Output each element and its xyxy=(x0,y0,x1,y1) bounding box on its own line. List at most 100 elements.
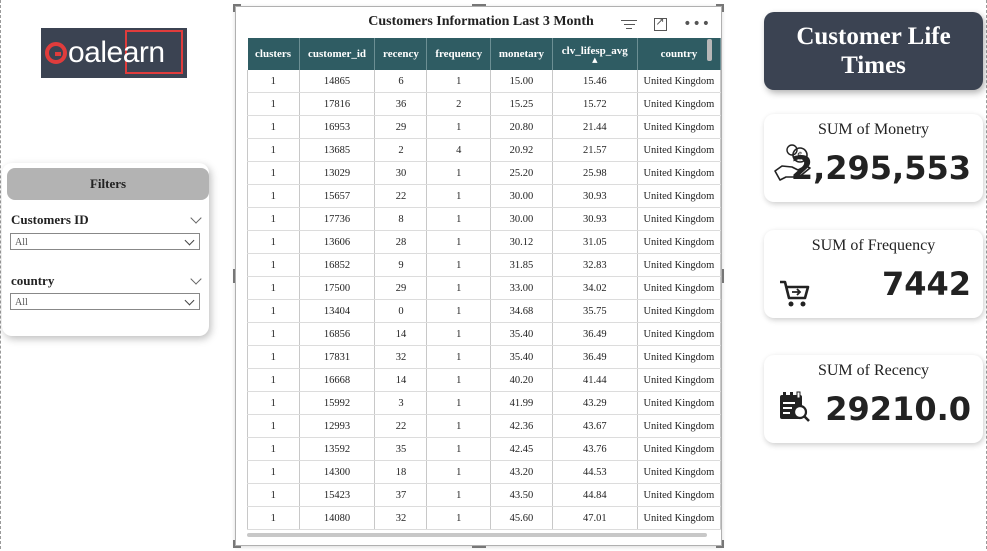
resize-handle[interactable] xyxy=(233,4,241,6)
table-row[interactable]: 1 16668 14 1 40.20 41.44 United Kingdom xyxy=(247,368,722,392)
table-cell: 32.83 xyxy=(552,253,638,277)
table-row[interactable]: 1 13685 2 4 20.92 21.57 United Kingdom xyxy=(247,138,722,162)
kpi-card-frequency[interactable]: SUM of Frequency 7442 xyxy=(764,230,983,318)
table-row[interactable]: 1 16856 14 1 35.40 36.49 United Kingdom xyxy=(247,322,722,346)
table-row[interactable]: 1 13592 35 1 42.45 43.76 United Kingdom xyxy=(247,437,722,461)
table-row[interactable]: 1 17736 8 1 30.00 30.93 United Kingdom xyxy=(247,207,722,231)
table-cell: United Kingdom xyxy=(637,138,722,162)
logo-frame xyxy=(125,30,183,74)
table-row[interactable]: 1 15657 22 1 30.00 30.93 United Kingdom xyxy=(247,184,722,208)
table-row[interactable]: 1 12993 22 1 42.36 43.67 United Kingdom xyxy=(247,414,722,438)
resize-handle[interactable] xyxy=(716,546,724,548)
table-cell: 3 xyxy=(374,391,428,415)
customers-table-visual[interactable]: Customers Information Last 3 Month ••• c… xyxy=(233,4,724,548)
table-cell: 17736 xyxy=(299,207,376,231)
table-row[interactable]: 1 14865 6 1 15.00 15.46 United Kingdom xyxy=(247,70,722,93)
table-cell: 42.45 xyxy=(490,437,553,461)
table-cell: 43.50 xyxy=(490,483,553,507)
vertical-scrollbar[interactable] xyxy=(707,39,712,61)
table-cell: 36 xyxy=(374,92,428,116)
logo-wordmark: oalearn xyxy=(68,36,165,69)
table-cell: 1 xyxy=(426,460,492,484)
table-row[interactable]: 1 16852 9 1 31.85 32.83 United Kingdom xyxy=(247,253,722,277)
table-cell: United Kingdom xyxy=(637,253,722,277)
table-cell: 1 xyxy=(426,161,492,185)
table-row[interactable]: 1 15992 3 1 41.99 43.29 United Kingdom xyxy=(247,391,722,415)
column-header[interactable]: frequency xyxy=(426,38,492,70)
chevron-down-icon xyxy=(184,235,195,246)
customers-table: clusters customer_id recency frequency m… xyxy=(247,38,722,530)
table-cell: 18 xyxy=(374,460,428,484)
column-header[interactable]: clv_lifesp_avg ▲ xyxy=(552,38,638,70)
table-cell: 1 xyxy=(426,276,492,300)
horizontal-scrollbar[interactable] xyxy=(247,533,707,537)
money-hand-icon: $ xyxy=(774,144,811,181)
table-row[interactable]: 1 13404 0 1 34.68 35.75 United Kingdom xyxy=(247,299,722,323)
table-row[interactable]: 1 17500 29 1 33.00 34.02 United Kingdom xyxy=(247,276,722,300)
table-row[interactable]: 1 15423 37 1 43.50 44.84 United Kingdom xyxy=(247,483,722,507)
resize-handle[interactable] xyxy=(722,540,724,548)
focus-mode-icon[interactable] xyxy=(654,15,668,31)
more-options-icon[interactable]: ••• xyxy=(683,16,711,32)
table-cell: 20.92 xyxy=(490,138,553,162)
logo-g-icon xyxy=(45,42,67,64)
table-row[interactable]: 1 13606 28 1 30.12 31.05 United Kingdom xyxy=(247,230,722,254)
resize-handle[interactable] xyxy=(233,546,241,548)
table-cell: 15992 xyxy=(299,391,376,415)
table-cell: 13606 xyxy=(299,230,376,254)
resize-handle[interactable] xyxy=(716,4,724,6)
kpi-value: 7442 xyxy=(881,265,971,303)
table-cell: 25.98 xyxy=(552,161,638,185)
table-cell: United Kingdom xyxy=(637,437,722,461)
column-header[interactable]: clusters xyxy=(247,38,300,70)
column-header[interactable]: recency xyxy=(374,38,428,70)
table-cell: 1 xyxy=(247,460,300,484)
table-cell: 1 xyxy=(247,299,300,323)
column-header[interactable]: country xyxy=(637,38,722,70)
kpi-label: SUM of Frequency xyxy=(811,237,936,254)
table-cell: 17500 xyxy=(299,276,376,300)
kpi-card-monetary[interactable]: SUM of Monetry $ 2,295,553 xyxy=(764,114,983,202)
table-cell: United Kingdom xyxy=(637,276,722,300)
table-cell: 1 xyxy=(247,414,300,438)
table-row[interactable]: 1 16953 29 1 20.80 21.44 United Kingdom xyxy=(247,115,722,139)
table-row[interactable]: 1 13029 30 1 25.20 25.98 United Kingdom xyxy=(247,161,722,185)
table-cell: 22 xyxy=(374,184,428,208)
kpi-card-recency[interactable]: SUM of Recency 29210.0 xyxy=(764,355,983,443)
table-row[interactable]: 1 14300 18 1 43.20 44.53 United Kingdom xyxy=(247,460,722,484)
chevron-down-icon[interactable] xyxy=(190,212,202,224)
table-cell: 15.00 xyxy=(490,70,553,93)
table-row[interactable]: 1 14080 32 1 45.60 47.01 United Kingdom xyxy=(247,506,722,530)
customers-id-select[interactable]: All xyxy=(10,233,200,250)
filters-title: Filters xyxy=(7,168,209,200)
table-cell: 1 xyxy=(247,161,300,185)
table-cell: United Kingdom xyxy=(637,230,722,254)
table-cell: 20.80 xyxy=(490,115,553,139)
resize-handle[interactable] xyxy=(472,4,486,6)
table-cell: 1 xyxy=(247,345,300,369)
resize-handle[interactable] xyxy=(472,546,486,548)
resize-handle[interactable] xyxy=(233,269,235,283)
chevron-down-icon[interactable] xyxy=(190,273,202,285)
resize-handle[interactable] xyxy=(233,540,235,548)
filter-icon[interactable] xyxy=(620,17,638,31)
resize-handle[interactable] xyxy=(233,4,235,12)
table-cell: 13592 xyxy=(299,437,376,461)
table-cell: United Kingdom xyxy=(637,207,722,231)
table-cell: 30.93 xyxy=(552,207,638,231)
table-cell: 1 xyxy=(426,115,492,139)
table-cell: 37 xyxy=(374,483,428,507)
table-cell: 15.25 xyxy=(490,92,553,116)
column-header[interactable]: customer_id xyxy=(299,38,376,70)
resize-handle[interactable] xyxy=(722,4,724,12)
table-cell: 1 xyxy=(247,506,300,530)
resize-handle[interactable] xyxy=(722,269,724,283)
table-cell: 1 xyxy=(426,391,492,415)
table-cell: 1 xyxy=(247,437,300,461)
column-header[interactable]: monetary xyxy=(490,38,553,70)
table-cell: 21.44 xyxy=(552,115,638,139)
table-row[interactable]: 1 17831 32 1 35.40 36.49 United Kingdom xyxy=(247,345,722,369)
table-cell: United Kingdom xyxy=(637,368,722,392)
table-row[interactable]: 1 17816 36 2 15.25 15.72 United Kingdom xyxy=(247,92,722,116)
country-select[interactable]: All xyxy=(10,293,200,310)
